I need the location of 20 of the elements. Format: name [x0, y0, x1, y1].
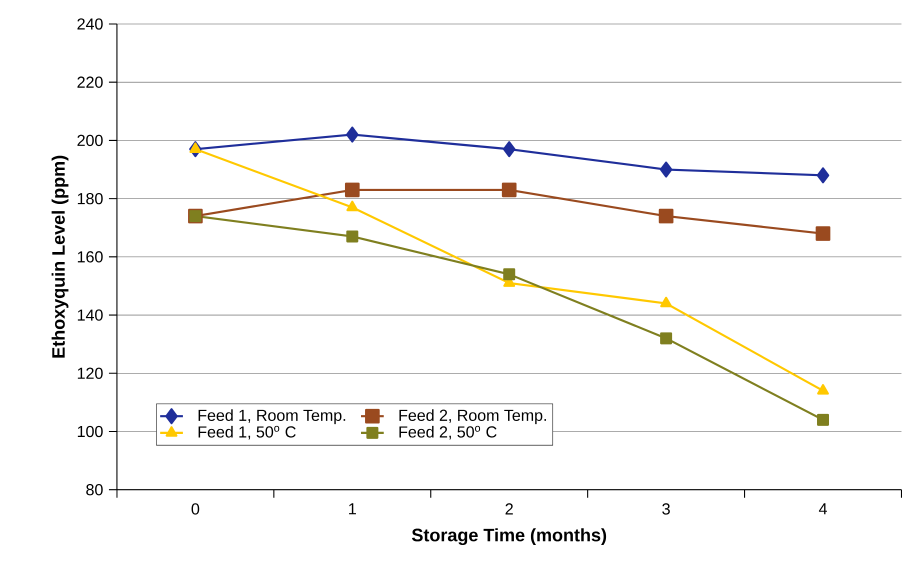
- y-tick-label: 200: [77, 134, 103, 146]
- y-tick-label: 220: [77, 76, 103, 88]
- x-tick-label: 4: [818, 503, 827, 514]
- y-tick-label: 160: [78, 251, 103, 263]
- x-tick-label: 2: [506, 503, 513, 515]
- legend-label: Feed 2, Room Temp.: [399, 409, 546, 424]
- legend-label: Feed 2, 50$^{o}$ C: [399, 426, 497, 440]
- legend-label: Feed 1, 50$^{o}$ C: [198, 426, 296, 440]
- x-axis-title: Storage Time (months): [412, 528, 606, 546]
- y-tick-label: 100: [78, 426, 103, 438]
- x-tick-label: 3: [662, 503, 670, 515]
- y-tick-label: 80: [86, 484, 103, 496]
- y-tick-label: 120: [78, 368, 103, 380]
- x-tick-label: 1: [349, 503, 356, 514]
- x-tick-label: 0: [192, 503, 200, 515]
- legend-label: Feed 1, Room Temp.: [198, 409, 346, 424]
- y-tick-label: 240: [77, 18, 103, 30]
- y-axis-title: Ethoxyquin Level (ppm): [52, 156, 68, 358]
- y-tick-label: 140: [78, 310, 103, 321]
- y-tick-label: 180: [78, 193, 103, 204]
